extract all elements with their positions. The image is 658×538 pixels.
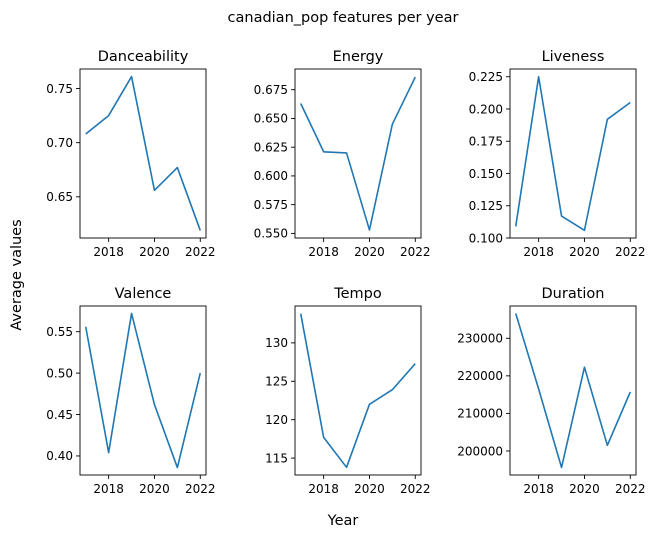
x-tick-label: 2022 <box>185 482 216 496</box>
y-tick-label: 0.600 <box>254 169 288 183</box>
x-tick-label: 2018 <box>308 245 339 259</box>
series-line <box>514 75 631 232</box>
x-tick-label: 2022 <box>615 245 646 259</box>
axes-frame <box>509 305 637 476</box>
y-tick-label: 0.40 <box>46 449 73 463</box>
x-tick-label: 2020 <box>569 245 600 259</box>
y-tick-label: 0.625 <box>254 140 288 154</box>
x-tick-label: 2018 <box>93 245 124 259</box>
y-tick-label: 0.55 <box>46 325 73 339</box>
subplot-danceability: Danceability 2018 2020 2022 0.65 0.70 0.75 <box>46 49 215 259</box>
subplot-title: Tempo <box>333 286 382 302</box>
subplot-title: Valence <box>115 286 172 302</box>
x-tick-label: 2022 <box>185 245 216 259</box>
subplot-liveness: Liveness 2018 2020 2022 0.100 0.125 0.150 0.175… <box>469 49 646 259</box>
y-tick-label: 210000 <box>457 407 503 421</box>
subplots: Danceability 2018 2020 2022 0.65 0.70 0.75 Ener… <box>46 49 645 496</box>
figure-ylabel: Average values <box>9 219 25 330</box>
y-tick-label: 0.650 <box>254 112 288 126</box>
subplot-title: Energy <box>333 49 384 65</box>
series-line <box>84 312 202 469</box>
x-tick-label: 2018 <box>523 245 554 259</box>
subplot-title: Duration <box>542 286 605 302</box>
x-tick-label: 2022 <box>615 482 646 496</box>
axes-frame <box>79 68 207 239</box>
x-tick-label: 2020 <box>139 482 170 496</box>
y-tick-label: 220000 <box>457 369 503 383</box>
figure-title: canadian_pop features per year <box>228 10 459 26</box>
axes-frame <box>79 305 207 476</box>
y-tick-label: 200000 <box>457 444 503 458</box>
y-tick-label: 130 <box>265 336 288 350</box>
y-tick-label: 0.225 <box>469 70 503 84</box>
y-tick-label: 230000 <box>457 332 503 346</box>
figure-xlabel: Year <box>327 513 359 529</box>
y-tick-label: 0.175 <box>469 135 503 149</box>
series-line <box>300 76 416 231</box>
y-tick-label: 0.575 <box>254 198 288 212</box>
x-tick-label: 2018 <box>308 482 339 496</box>
y-tick-label: 0.45 <box>46 408 73 422</box>
y-tick-label: 115 <box>265 451 288 465</box>
y-tick-label: 0.200 <box>469 102 503 116</box>
x-tick-label: 2022 <box>400 482 431 496</box>
subplot-energy: Energy 2018 2020 2022 0.550 0.575 0.600 0.625 0.… <box>254 49 431 259</box>
subplot-valence: Valence 2018 2020 2022 0.40 0.45 0.50 0.55 <box>46 286 215 496</box>
x-tick-label: 2020 <box>354 482 385 496</box>
axes-frame <box>509 68 637 239</box>
x-tick-label: 2018 <box>523 482 554 496</box>
series-line <box>299 313 416 469</box>
subplot-title: Liveness <box>542 49 605 65</box>
axes-frame <box>294 68 422 239</box>
series-line <box>514 313 632 469</box>
series-line <box>85 75 202 231</box>
y-tick-label: 0.75 <box>46 82 73 96</box>
subplot-duration: Duration 2018 2020 2022 200000 210000 220000 23… <box>457 286 645 496</box>
x-tick-label: 2020 <box>139 245 170 259</box>
y-tick-label: 0.50 <box>46 366 73 380</box>
y-tick-label: 125 <box>265 375 288 389</box>
y-tick-label: 0.675 <box>254 83 288 97</box>
x-tick-label: 2020 <box>354 245 385 259</box>
y-tick-label: 0.150 <box>469 167 503 181</box>
y-tick-label: 120 <box>265 413 288 427</box>
y-tick-label: 0.65 <box>46 190 73 204</box>
subplot-tempo: Tempo 2018 2020 2022 115 120 125 130 <box>265 286 430 496</box>
axes-frame <box>294 305 422 476</box>
x-tick-label: 2018 <box>93 482 124 496</box>
subplot-title: Danceability <box>98 49 189 65</box>
x-tick-label: 2022 <box>400 245 431 259</box>
y-tick-label: 0.100 <box>469 231 503 245</box>
x-tick-label: 2020 <box>569 482 600 496</box>
y-tick-label: 0.70 <box>46 136 73 150</box>
y-tick-label: 0.125 <box>469 199 503 213</box>
y-tick-label: 0.550 <box>254 227 288 241</box>
